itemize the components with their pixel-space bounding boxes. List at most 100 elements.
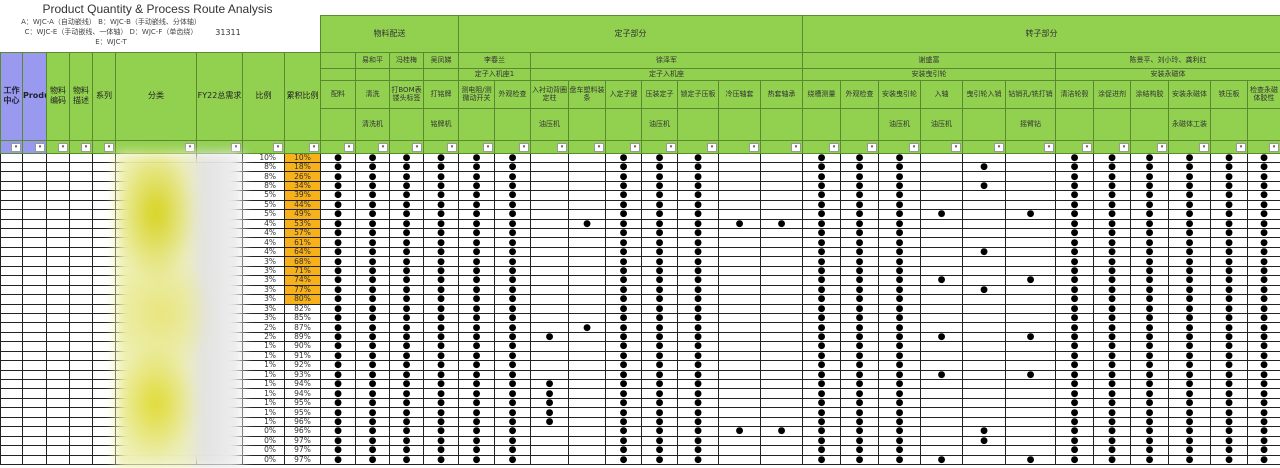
process-mark-cell: ● [1130, 190, 1169, 201]
process-mark-cell: ● [1055, 284, 1094, 296]
process-mark-cell: ● [530, 407, 569, 418]
dropdown-arrow-icon[interactable]: ▾ [557, 142, 567, 152]
process-mark-cell: ● [840, 190, 879, 201]
process-mark-cell: ● [1247, 454, 1280, 465]
dropdown-arrow-icon[interactable]: ▾ [1044, 142, 1054, 152]
dropdown-arrow-icon[interactable]: ▾ [58, 142, 68, 152]
process-mark-cell [530, 171, 569, 182]
dropdown-arrow-icon[interactable]: ▾ [829, 142, 839, 152]
process-mark-cell: ● [1168, 190, 1211, 201]
cell [92, 171, 116, 182]
dropdown-arrow-icon[interactable]: ▾ [1269, 142, 1279, 152]
process-mark-cell [760, 180, 803, 192]
dropdown-arrow-icon[interactable]: ▾ [309, 142, 319, 152]
process-mark-cell: ● [1247, 322, 1280, 333]
process-mark-cell: ● [1210, 246, 1248, 258]
process-mark-cell: ● [1168, 435, 1211, 447]
dropdown-arrow-icon[interactable]: ▾ [791, 142, 801, 152]
cell [69, 322, 93, 333]
cumulative-ratio-cell: 85% [284, 312, 321, 324]
cell [46, 275, 70, 286]
process-mark-cell [920, 388, 963, 399]
process-mark-cell: ● [494, 341, 531, 352]
cell [69, 454, 93, 465]
process-mark-cell: ● [840, 445, 879, 456]
process-mark-cell: ● [840, 322, 879, 333]
process-mark-cell: ● [677, 312, 719, 324]
process-mark-cell: ● [320, 246, 356, 258]
cell [0, 331, 23, 343]
cell [0, 378, 23, 390]
process-mark-cell: ● [494, 350, 531, 362]
process-header: 入定子键 [605, 79, 642, 109]
dropdown-arrow-icon[interactable]: ▾ [11, 142, 21, 152]
process-mark-cell: ● [1247, 190, 1280, 201]
group-material: 物料配送 [320, 14, 459, 53]
dropdown-arrow-icon[interactable]: ▾ [951, 142, 961, 152]
dropdown-arrow-icon[interactable]: ▾ [185, 142, 195, 152]
dropdown-arrow-icon[interactable]: ▾ [867, 142, 877, 152]
process-mark-cell: ● [423, 171, 459, 182]
dropdown-arrow-icon[interactable]: ▾ [1119, 142, 1129, 152]
process-mark-cell: ● [1055, 397, 1094, 409]
dropdown-arrow-icon[interactable]: ▾ [666, 142, 676, 152]
process-mark-cell [760, 161, 803, 173]
process-mark-cell: ● [1168, 171, 1211, 182]
process-mark-cell: ● [1210, 209, 1248, 220]
process-mark-cell: ● [878, 171, 921, 182]
cell [92, 360, 116, 371]
process-mark-cell: ● [320, 360, 356, 371]
dropdown-arrow-icon[interactable]: ▾ [630, 142, 640, 152]
dropdown-arrow-icon[interactable]: ▾ [483, 142, 493, 152]
dropdown-arrow-icon[interactable]: ▾ [594, 142, 604, 152]
table-row: 1% 92% ● ● ● ● ● ● ● ● ● ● ● ● ● ● ● ● ● ● [0, 360, 1280, 371]
station-4: 安装永磁体 [1055, 67, 1280, 81]
process-mark-cell: ● [389, 199, 424, 211]
process-mark-cell: ● [1093, 350, 1131, 362]
dropdown-arrow-icon[interactable]: ▾ [447, 142, 457, 152]
dropdown-arrow-icon[interactable]: ▾ [273, 142, 283, 152]
process-header: 铁压板 [1210, 79, 1248, 109]
ratio-cell: 1% [242, 388, 285, 399]
process-mark-cell: ● [1210, 199, 1248, 211]
dropdown-arrow-icon[interactable]: ▾ [749, 142, 759, 152]
dropdown-arrow-icon[interactable]: ▾ [909, 142, 919, 152]
process-mark-cell: ● [920, 369, 963, 381]
process-header: 钻销孔/铣打销 [1005, 79, 1056, 109]
process-mark-cell: ● [1055, 294, 1094, 305]
cumulative-ratio-cell: 95% [284, 407, 321, 418]
process-mark-cell [718, 180, 761, 192]
process-mark-cell: ● [1168, 284, 1211, 296]
cell [22, 284, 47, 296]
dropdown-arrow-icon[interactable]: ▾ [35, 142, 45, 152]
process-mark-cell: ● [605, 360, 642, 371]
equipment-label [1093, 107, 1131, 141]
dropdown-arrow-icon[interactable]: ▾ [344, 142, 354, 152]
dropdown-arrow-icon[interactable]: ▾ [1199, 142, 1209, 152]
process-mark-cell [530, 265, 569, 277]
dropdown-arrow-icon[interactable]: ▾ [1236, 142, 1246, 152]
cell [22, 190, 47, 201]
process-mark-cell: ● [1130, 369, 1169, 381]
cumulative-ratio-cell: 71% [284, 265, 321, 277]
cumulative-ratio-cell: 44% [284, 199, 321, 211]
process-mark-cell: ● [760, 218, 803, 230]
dropdown-arrow-icon[interactable]: ▾ [519, 142, 529, 152]
process-mark-cell: ● [840, 303, 879, 314]
process-mark-cell: ● [458, 303, 495, 314]
dropdown-arrow-icon[interactable]: ▾ [81, 142, 91, 152]
filter-cell: ▾ [802, 139, 841, 154]
process-mark-cell: ● [458, 209, 495, 220]
cell [92, 190, 116, 201]
dropdown-arrow-icon[interactable]: ▾ [994, 142, 1004, 152]
dropdown-arrow-icon[interactable]: ▾ [104, 142, 114, 152]
dropdown-arrow-icon[interactable]: ▾ [1157, 142, 1167, 152]
dropdown-arrow-icon[interactable]: ▾ [231, 142, 241, 152]
process-mark-cell: ● [355, 256, 390, 267]
station-1: 定子入机座1 [458, 67, 531, 81]
dropdown-arrow-icon[interactable]: ▾ [1082, 142, 1092, 152]
column-header-5: 分类 [115, 51, 197, 141]
dropdown-arrow-icon[interactable]: ▾ [707, 142, 717, 152]
dropdown-arrow-icon[interactable]: ▾ [378, 142, 388, 152]
dropdown-arrow-icon[interactable]: ▾ [412, 142, 422, 152]
